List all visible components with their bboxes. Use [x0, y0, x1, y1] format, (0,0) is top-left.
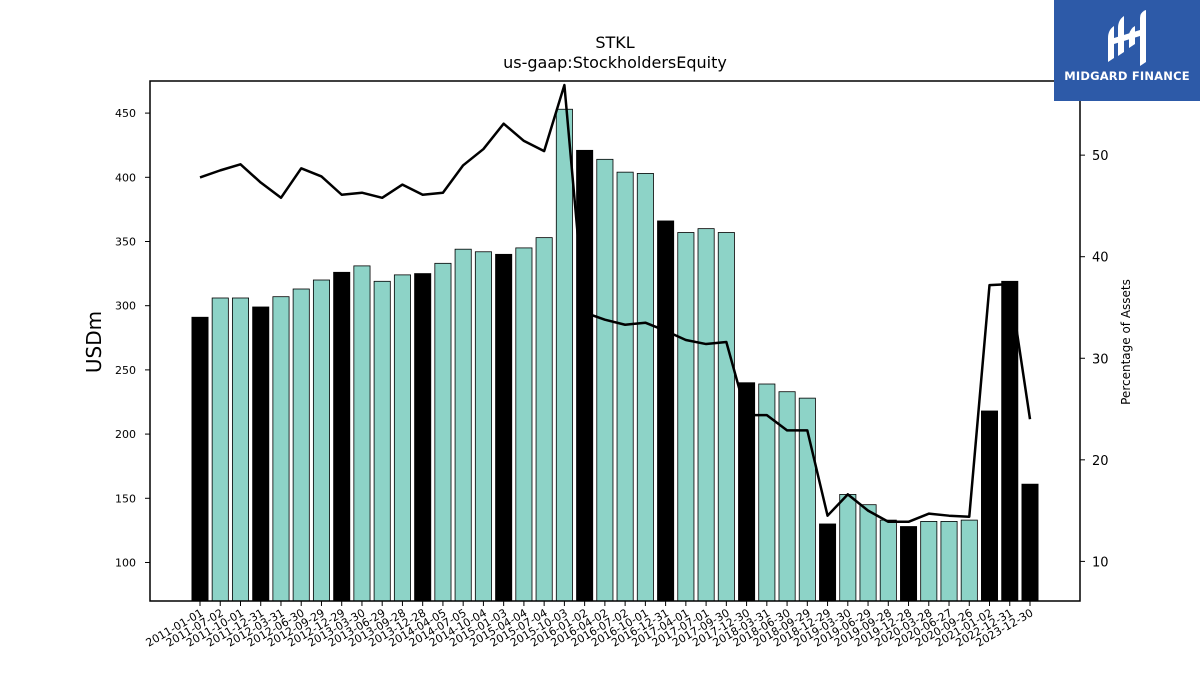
y2-tick-label: 50	[1092, 149, 1109, 164]
bar	[778, 391, 796, 602]
y2-axis-label: Percentage of Assets	[1119, 279, 1133, 405]
y-tick-label: 450	[115, 107, 136, 120]
bar	[859, 504, 877, 602]
y-tick-label: 200	[115, 428, 136, 441]
bar	[839, 494, 857, 602]
bar	[879, 519, 897, 602]
bar	[677, 232, 695, 602]
bar	[981, 410, 999, 602]
line-series	[199, 83, 1032, 524]
bar	[474, 251, 492, 602]
y-tick-label: 150	[115, 492, 136, 505]
y2-tick-label: 20	[1092, 454, 1109, 469]
bar	[940, 521, 958, 602]
bar	[252, 306, 270, 602]
bar	[211, 297, 229, 602]
bar	[333, 271, 351, 602]
bar	[576, 149, 594, 602]
bar	[596, 158, 614, 602]
bar	[434, 262, 452, 602]
y-tick-label: 250	[115, 364, 136, 377]
chart-subtitle: us-gaap:StockholdersEquity	[503, 53, 727, 72]
y2-tick-label: 10	[1092, 555, 1109, 570]
bar	[191, 316, 209, 602]
bar	[272, 296, 290, 602]
y-tick-label: 400	[115, 171, 136, 184]
chart-title: STKL	[595, 33, 634, 52]
bar	[636, 173, 654, 602]
bar	[535, 237, 553, 602]
bar	[798, 397, 816, 602]
line-percentage-of-assets	[199, 83, 1032, 524]
bar-series	[191, 108, 1039, 602]
bar	[292, 288, 310, 602]
x-axis-ticks: 2011-01-012011-07-022011-10-012011-12-31…	[144, 601, 1036, 650]
bar	[353, 265, 371, 602]
y-tick-label: 100	[115, 556, 136, 569]
bar	[960, 519, 978, 602]
y-tick-label: 350	[115, 235, 136, 248]
y-tick-label: 300	[115, 300, 136, 313]
bar	[515, 247, 533, 602]
bar	[312, 279, 330, 602]
right-axis-ticks: 10 20 30 40 50	[1080, 149, 1109, 570]
bar	[414, 273, 432, 602]
y-axis-label: USDm	[82, 311, 106, 373]
bar	[231, 297, 249, 602]
bar	[495, 253, 513, 602]
bar	[393, 274, 411, 602]
bar	[920, 521, 938, 602]
bar	[900, 526, 918, 602]
y2-tick-label: 40	[1092, 251, 1109, 266]
bar	[657, 220, 675, 602]
logo-mark-icon	[1108, 10, 1146, 66]
midgard-finance-logo: MIDGARD FINANCE	[1054, 0, 1200, 101]
bar	[697, 228, 715, 602]
bar	[454, 248, 472, 602]
bar	[616, 171, 634, 602]
bar	[717, 232, 735, 602]
plot-frame	[149, 80, 1081, 602]
bar	[555, 108, 573, 602]
bar	[373, 280, 391, 602]
left-axis-ticks: 100 150 200 250 300 350 400 450	[115, 107, 150, 569]
bar	[1021, 483, 1039, 602]
bar	[819, 523, 837, 602]
y2-tick-label: 30	[1092, 352, 1109, 367]
logo-text: MIDGARD FINANCE	[1064, 69, 1190, 83]
